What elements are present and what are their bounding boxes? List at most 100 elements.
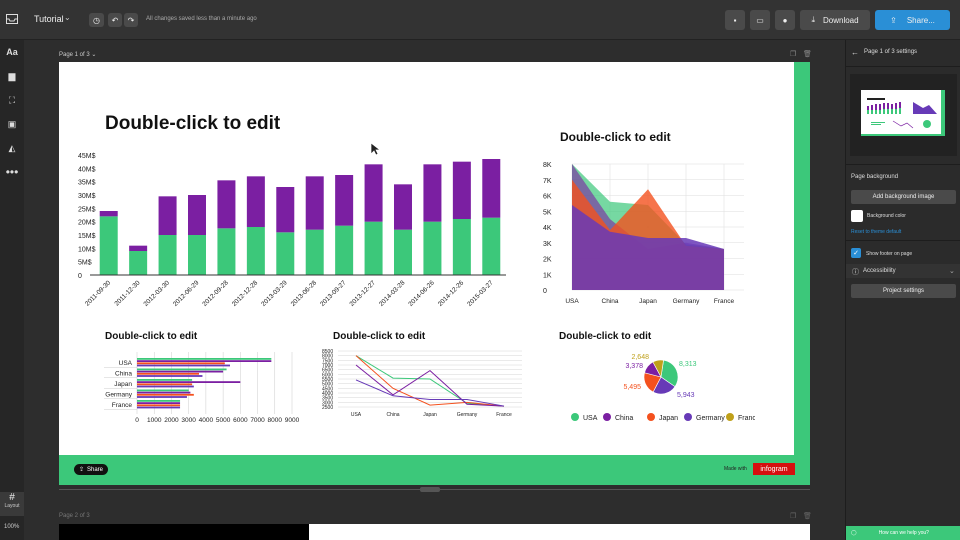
- x-tick-label: 2012-06-29: [172, 279, 201, 308]
- bar: [217, 228, 236, 275]
- download-button[interactable]: ⤓ Download: [800, 10, 870, 30]
- page-selector[interactable]: Page 1 of 3 ⌄: [59, 52, 97, 58]
- text-tool-icon[interactable]: Aa: [6, 47, 18, 57]
- x-tick-label: 2013-03-29: [260, 279, 289, 308]
- back-arrow-icon[interactable]: ←: [851, 48, 859, 57]
- resize-handle[interactable]: [420, 487, 440, 492]
- bar: [188, 195, 206, 235]
- y-tick-label: 5000: [322, 382, 333, 388]
- data-label: 3,378: [625, 363, 643, 370]
- accessibility-section[interactable]: ⓘ Accessibility ⌄: [846, 264, 960, 278]
- share-button[interactable]: ⇪ Share...: [875, 10, 950, 30]
- x-tick-label: 2015-03-27: [466, 279, 495, 308]
- y-tick-label: 2K: [543, 257, 552, 264]
- zoom-level[interactable]: 100%: [4, 524, 20, 530]
- bar: [452, 161, 471, 219]
- y-tick-label: 20M$: [78, 220, 96, 227]
- y-tick-label: 2500: [322, 405, 333, 411]
- y-tick-label: 3500: [322, 396, 333, 402]
- data-label: 5,495: [623, 384, 641, 391]
- map-tool-icon[interactable]: ⛶: [8, 94, 16, 105]
- layout-button[interactable]: # Layout: [0, 492, 24, 516]
- trash-icon[interactable]: 🗑: [803, 513, 812, 520]
- copy-icon[interactable]: ❐: [790, 51, 797, 58]
- bar: [305, 176, 324, 230]
- chart-tool-icon[interactable]: ▆: [8, 70, 16, 81]
- y-tick-label: 5K: [543, 209, 552, 216]
- line-series: [355, 364, 505, 407]
- shapes-tool-icon[interactable]: ◭: [8, 142, 16, 153]
- bar: [137, 391, 191, 394]
- project-settings-button[interactable]: Project settings: [851, 284, 956, 298]
- show-footer-checkbox[interactable]: ✓: [851, 248, 861, 258]
- bar: [137, 406, 181, 409]
- project-name[interactable]: Tutorial: [34, 14, 64, 24]
- legend-label: USA: [583, 415, 598, 422]
- bar: [394, 184, 412, 230]
- history-icon[interactable]: ◷: [89, 13, 104, 27]
- background-color-swatch[interactable]: [851, 210, 863, 222]
- area-chart[interactable]: 0 1K 2K 3K 4K 5K 6K 7K 8K USA China Japan Germany Fra…: [530, 155, 750, 315]
- trash-icon[interactable]: 🗑: [803, 51, 812, 58]
- x-tick-label: 2013-09-27: [319, 279, 348, 308]
- chart-title[interactable]: Double-click to edit: [560, 130, 671, 144]
- page-footer[interactable]: [59, 455, 810, 485]
- chart-title[interactable]: Double-click to edit: [105, 331, 198, 342]
- horizontal-bar-chart[interactable]: 0 1000 2000 3000 4000 5000 6000 7000 8000 9000 USA…: [100, 348, 310, 428]
- line-chart[interactable]: 2500300035004000450050005500600065007000…: [318, 346, 528, 422]
- y-tick-label: USA: [119, 360, 133, 367]
- x-tick-label: 2014-12-26: [437, 279, 466, 308]
- bar: [158, 235, 177, 275]
- footer-share-button[interactable]: ⇪ Share: [74, 464, 108, 475]
- left-toolbar: Aa ▆ ⛶ ▣ ◭ ••• # Layout 100%: [0, 40, 24, 540]
- redo-icon[interactable]: ↷: [124, 13, 138, 27]
- x-tick-label: USA: [351, 412, 362, 418]
- x-tick-label: 2013-12-27: [349, 279, 378, 308]
- comment-icon[interactable]: ▪: [725, 10, 745, 30]
- chevron-down-icon[interactable]: ⌄: [64, 13, 71, 22]
- copy-icon[interactable]: ❐: [790, 513, 797, 520]
- y-tick-label: 4500: [322, 386, 333, 392]
- legend-label: China: [615, 415, 633, 422]
- collaborators-icon[interactable]: ●: [775, 10, 795, 30]
- reset-theme-link[interactable]: Reset to theme default: [851, 229, 902, 235]
- chart-title[interactable]: Double-click to edit: [559, 331, 652, 342]
- bar: [137, 404, 181, 407]
- bar: [137, 362, 225, 365]
- y-tick-label: 7500: [322, 358, 333, 364]
- inbox-icon[interactable]: [3, 10, 21, 28]
- help-chat-button[interactable]: ◯ How can we help you?: [846, 526, 960, 540]
- present-icon[interactable]: ▭: [750, 10, 770, 30]
- bar: [137, 372, 199, 375]
- y-tick-label: 15M$: [78, 233, 96, 240]
- page-thumbnail-frame[interactable]: [850, 74, 957, 156]
- undo-icon[interactable]: ↶: [108, 13, 122, 27]
- stacked-bar-chart[interactable]: 0 5M$ 10M$ 15M$ 20M$ 25M$ 30M$ 35M$ 40M$ 45M$ 2011…: [70, 148, 520, 318]
- legend-marker: [603, 413, 611, 421]
- x-tick-label: 4000: [199, 417, 214, 424]
- chart-title[interactable]: Double-click to edit: [333, 331, 426, 342]
- bar: [276, 232, 295, 275]
- bar: [137, 364, 230, 367]
- y-tick-label: 8500: [322, 349, 333, 355]
- y-tick-label: 35M$: [78, 180, 96, 187]
- bar: [137, 400, 181, 402]
- y-tick-label: 25M$: [78, 206, 96, 213]
- page-2-preview-dark[interactable]: [59, 524, 309, 540]
- bar: [137, 381, 241, 383]
- page-2-preview-light[interactable]: [309, 524, 810, 540]
- image-tool-icon[interactable]: ▣: [7, 118, 17, 129]
- bar: [137, 393, 194, 396]
- x-tick-label: 3000: [181, 417, 196, 424]
- more-icon[interactable]: •••: [5, 165, 19, 179]
- pie-chart[interactable]: 8,313 5,943 5,495 3,378 2,648 USA China Japan Ge…: [555, 348, 755, 428]
- layout-label: Layout: [4, 503, 20, 509]
- chart-title[interactable]: Double-click to edit: [105, 113, 281, 134]
- infogram-logo[interactable]: infogram: [753, 463, 795, 475]
- add-background-image-button[interactable]: Add background image: [851, 190, 956, 204]
- bar: [137, 368, 227, 371]
- x-tick-label: 2000: [164, 417, 179, 424]
- y-tick-label: 6K: [543, 194, 552, 201]
- y-tick-label: 30M$: [78, 193, 96, 200]
- divider: [846, 240, 960, 241]
